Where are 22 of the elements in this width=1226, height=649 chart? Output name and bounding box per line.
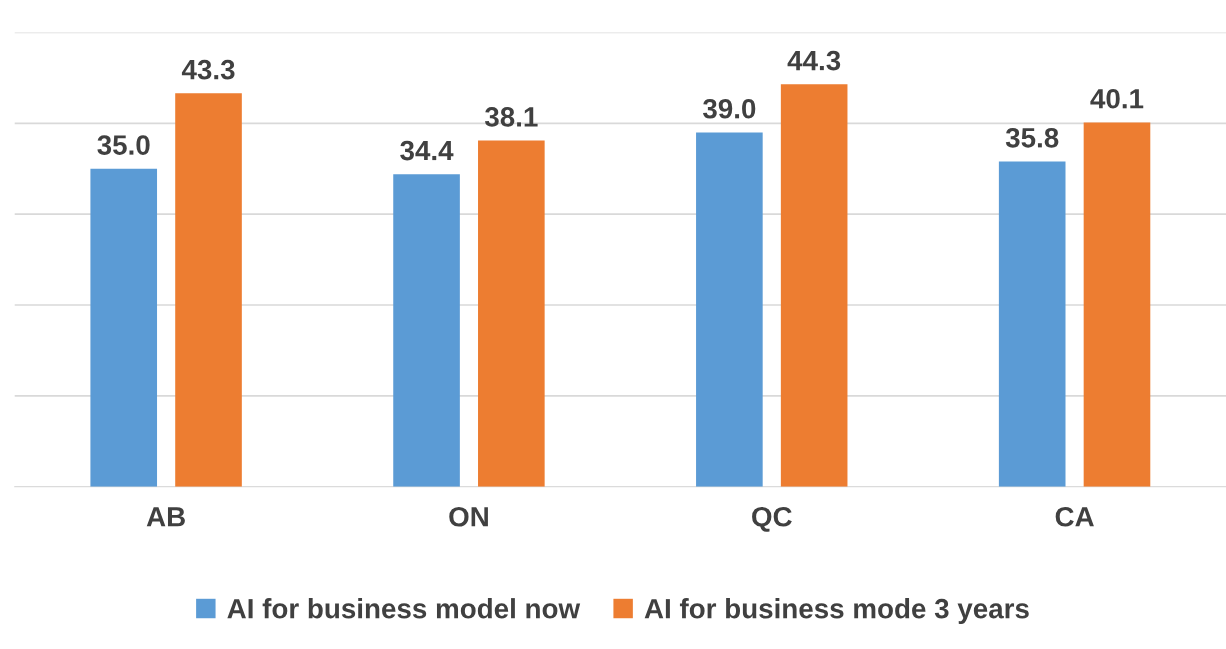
data-label: 38.1 (484, 107, 538, 127)
bar (696, 132, 763, 487)
x-tick-label: AB (146, 507, 185, 527)
data-label: 35.0 (97, 135, 150, 155)
x-tick-label: CA (1055, 506, 1094, 527)
bar (998, 161, 1066, 487)
bar (393, 174, 460, 487)
data-label: 34.4 (400, 140, 454, 161)
data-label: 35.8 (1005, 127, 1059, 148)
bar (90, 168, 158, 487)
legend-label: AI for business model now (227, 598, 581, 619)
data-label: 40.1 (1090, 88, 1144, 109)
bar (1083, 122, 1151, 487)
bar (780, 84, 848, 487)
data-label: 43.3 (181, 59, 235, 80)
x-tick-label: QC (752, 506, 792, 532)
bar (478, 140, 545, 487)
bar (175, 93, 242, 487)
x-tick-label: ON (449, 506, 488, 527)
data-label: 44.3 (787, 50, 841, 71)
data-label: 39.0 (702, 98, 756, 119)
legend-label: AI for business mode 3 years (644, 598, 1029, 624)
